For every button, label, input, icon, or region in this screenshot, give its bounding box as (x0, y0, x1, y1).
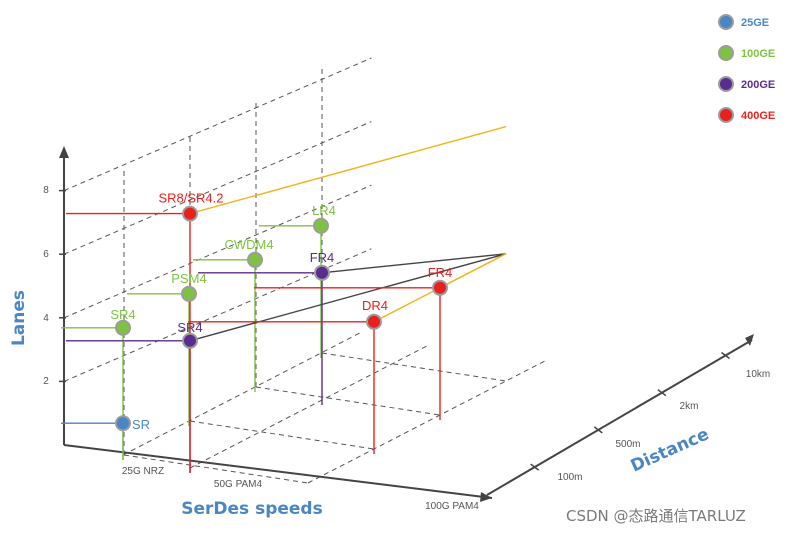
point-100GE-CWDM4 (247, 251, 263, 268)
watermark: CSDN @态路通信TARLUZ (566, 507, 746, 525)
extension-line (189, 125, 507, 215)
legend-label-25GE: 25GE (741, 17, 769, 29)
extension-line (321, 253, 507, 274)
legend-label-200GE: 200GE (741, 79, 775, 91)
x-axis-line (63, 444, 493, 499)
z-tick-mark (721, 351, 730, 360)
z-tick-mark (657, 389, 667, 397)
point-label-SR4: SR4 (177, 320, 202, 335)
projection-lines-layer (61, 125, 507, 473)
legend-marker-200GE (718, 76, 734, 92)
z-tick-100m: 100m (557, 472, 582, 483)
point-200GE-FR4 (314, 264, 330, 281)
point-label-CWDM4: CWDM4 (224, 237, 273, 252)
point-label-SR4: SR4 (110, 307, 135, 322)
z-tick-mark (530, 463, 540, 471)
grid-floor-x-line (189, 420, 375, 450)
x-tick-25g: 25G NRZ (122, 466, 164, 477)
y-tick-4: 4 (43, 313, 49, 324)
grid-floor-z-line (307, 360, 546, 484)
point-400GE-DR4 (366, 313, 382, 330)
point-100GE-PSM4 (181, 285, 197, 302)
z-tick-500m: 500m (615, 439, 640, 450)
grid-wall-lane-line (63, 121, 372, 255)
extension-line (439, 253, 507, 289)
grid-wall-lane-line (63, 184, 372, 319)
point-200GE-SR4 (182, 332, 198, 349)
z-axis-label: Distance (628, 424, 712, 476)
point-label-DR4: DR4 (362, 298, 388, 313)
z-tick-mark (593, 426, 603, 434)
y-axis-label: Lanes (9, 290, 29, 346)
point-400GE-SR8/SR4.2 (182, 205, 198, 222)
axes-layer (59, 146, 754, 502)
x-tick-100g: 100G PAM4 (425, 501, 479, 512)
point-label-PSM4: PSM4 (171, 271, 206, 286)
point-label-SR: SR (132, 417, 150, 432)
z-tick-2km: 2km (680, 401, 699, 412)
x-axis-arrow (480, 492, 492, 502)
legend-marker-400GE (718, 107, 734, 123)
point-100GE-LR4 (313, 217, 329, 234)
grid-floor-z-line (189, 345, 428, 469)
y-tick-2: 2 (43, 376, 49, 387)
grid-wall-lane-line (63, 57, 372, 192)
x-axis-label: SerDes speeds (181, 499, 322, 519)
extension-line (189, 253, 507, 342)
point-25GE-SR (115, 415, 131, 432)
y-axis-arrow (59, 146, 69, 158)
legend-label-400GE: 400GE (741, 110, 775, 122)
grid-floor-z-line (122, 332, 361, 456)
legend-label-100GE: 100GE (741, 48, 775, 60)
z-axis-line (486, 339, 753, 496)
x-tick-50g: 50G PAM4 (214, 479, 263, 490)
legend: 25GE 100GE 200GE 400GE (718, 14, 775, 123)
legend-marker-25GE (718, 14, 734, 30)
legend-marker-100GE (718, 45, 734, 61)
grid-floor-x-line (255, 386, 441, 416)
z-tick-10km: 10km (746, 369, 770, 380)
point-label-FR4: FR4 (428, 265, 453, 280)
labels-layer: SR SR4 PSM4 CWDM4 LR4 SR4 FR4 SR8/SR4.2 DR4 FR4 (110, 191, 452, 433)
point-100GE-SR4 (115, 319, 131, 336)
grid-floor-x-line (123, 454, 309, 484)
y-tick-6: 6 (43, 249, 49, 260)
point-400GE-FR4 (432, 279, 448, 296)
grid-floor-x-line (321, 352, 507, 382)
point-label-SR8/SR4.2: SR8/SR4.2 (158, 191, 223, 206)
point-label-FR4: FR4 (310, 250, 335, 265)
z-axis-arrow (745, 334, 754, 346)
points-layer (115, 205, 448, 432)
point-label-LR4: LR4 (312, 203, 336, 218)
grid-wall-lane-line (63, 248, 372, 382)
y-tick-8: 8 (43, 185, 49, 196)
